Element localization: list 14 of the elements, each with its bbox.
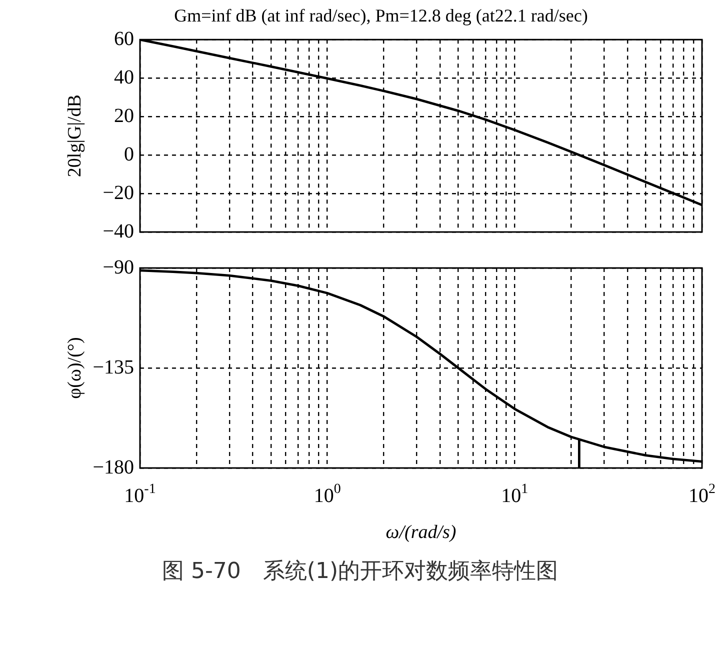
x-axis-title: ω/(rad/s) (386, 522, 456, 543)
y-tick-label: 60 (114, 28, 134, 50)
y-tick-label: −90 (102, 256, 134, 278)
y-axis-title: 20lg|G|/dB (64, 94, 86, 178)
y-axis-title: φ(ω)/(°) (64, 337, 86, 399)
y-tick-label: 20 (114, 104, 134, 127)
y-tick-label: −40 (102, 220, 134, 242)
y-tick-label: 0 (124, 143, 134, 166)
y-tick-label: 40 (114, 66, 134, 88)
y-tick-label: −20 (102, 182, 134, 204)
y-tick-label: −135 (92, 356, 134, 378)
y-tick-label: −180 (92, 456, 134, 478)
caption: 图 5-70 系统(1)的开环对数频率特性图 (160, 558, 560, 586)
chart-title: Gm=inf dB (at inf rad/sec), Pm=12.8 deg (at22.1 rad/sec) (174, 6, 588, 26)
